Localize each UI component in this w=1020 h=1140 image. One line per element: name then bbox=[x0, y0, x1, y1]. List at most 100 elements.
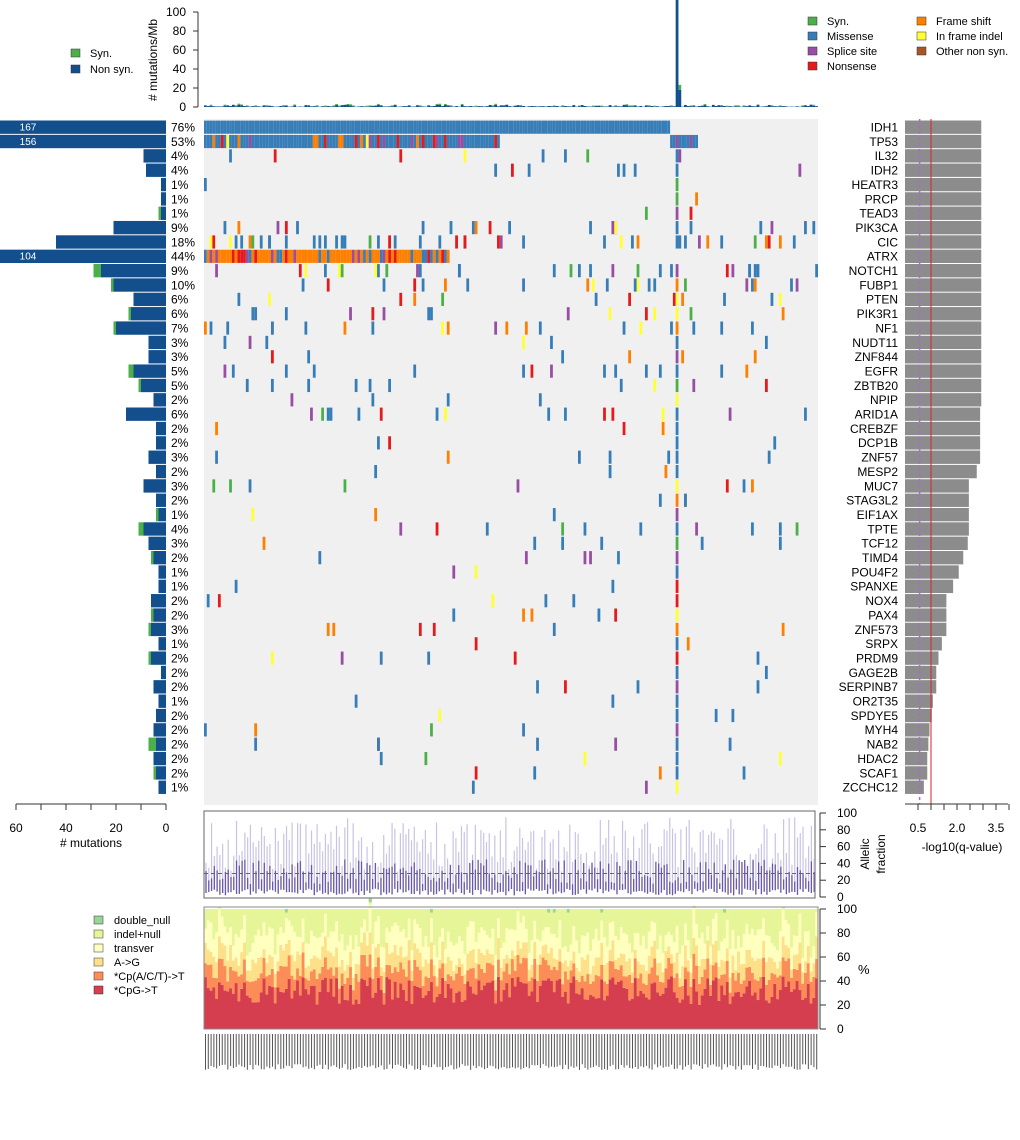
mutation-cell bbox=[647, 120, 651, 134]
mutation-cell bbox=[466, 120, 470, 134]
spectrum-segment bbox=[332, 996, 336, 1029]
sample-label bbox=[258, 1034, 260, 1066]
spectrum-segment bbox=[427, 990, 431, 1029]
q-value-bar bbox=[905, 536, 968, 550]
spectrum-segment bbox=[382, 909, 386, 948]
q-value-bar bbox=[905, 651, 939, 665]
spectrum-segment bbox=[614, 968, 618, 985]
spectrum-segment bbox=[427, 947, 431, 964]
mutation-cell bbox=[248, 235, 252, 249]
spectrum-segment bbox=[251, 1002, 255, 1029]
rate-bar bbox=[310, 106, 313, 107]
mutation-cell bbox=[393, 120, 397, 134]
nonsyn-count-bar bbox=[0, 134, 166, 149]
spectrum-segment bbox=[257, 978, 261, 1003]
spectrum-segment bbox=[745, 949, 749, 968]
spectrum-segment bbox=[536, 939, 540, 965]
mutation-cell bbox=[340, 651, 344, 665]
spectrum-segment bbox=[379, 909, 384, 947]
sample-label bbox=[260, 1034, 262, 1070]
spectrum-segment bbox=[524, 909, 529, 929]
q-value-bar bbox=[905, 149, 982, 163]
spectrum-segment bbox=[723, 912, 727, 939]
nonsyn-count-bar bbox=[133, 364, 166, 378]
spectrum-segment bbox=[589, 995, 593, 1029]
gene-percent-label: 1% bbox=[171, 580, 189, 594]
mutation-cell bbox=[536, 737, 539, 751]
gene-name-label: NOX4 bbox=[865, 594, 898, 608]
rate-bar bbox=[357, 106, 361, 107]
mutation-cell bbox=[318, 120, 322, 134]
spectrum-segment bbox=[421, 909, 425, 947]
mutation-cell bbox=[382, 120, 386, 134]
mutation-cell bbox=[290, 134, 294, 149]
mutation-cell bbox=[321, 407, 325, 421]
spectrum-segment bbox=[656, 909, 660, 950]
mutation-cell bbox=[393, 134, 397, 149]
spectrum-segment bbox=[393, 967, 397, 982]
spectrum-segment bbox=[310, 909, 314, 931]
mutation-cell bbox=[424, 120, 428, 134]
sample-label bbox=[512, 1034, 513, 1068]
gene-name-label: PIK3R1 bbox=[857, 307, 899, 321]
rate-bar bbox=[764, 106, 768, 107]
spectrum-segment bbox=[402, 989, 406, 1029]
mutation-cell bbox=[304, 321, 308, 335]
spectrum-segment bbox=[533, 920, 537, 942]
rate-bar bbox=[541, 106, 545, 107]
mutation-cell bbox=[284, 249, 288, 263]
mutation-cell bbox=[675, 651, 679, 665]
mutation-cell bbox=[644, 780, 648, 794]
spectrum-segment bbox=[650, 967, 654, 984]
gene-name-label: EIF1AX bbox=[857, 508, 898, 522]
mutation-cell bbox=[583, 551, 587, 565]
spectrum-segment bbox=[555, 970, 559, 981]
rate-bar bbox=[382, 106, 386, 107]
spectrum-segment bbox=[725, 948, 730, 961]
spectrum-segment bbox=[393, 922, 397, 945]
spectrum-segment bbox=[457, 958, 462, 968]
spectrum-segment bbox=[284, 988, 289, 1029]
mutation-cell bbox=[332, 249, 336, 263]
mutation-cell bbox=[522, 278, 525, 292]
mutation-cell bbox=[522, 120, 525, 134]
rate-bar bbox=[742, 106, 746, 107]
rate-bar bbox=[284, 105, 288, 107]
spectrum-segment bbox=[463, 1000, 467, 1029]
spectrum-segment bbox=[212, 977, 216, 988]
nonsyn-count-bar bbox=[161, 192, 166, 206]
mutation-cell bbox=[684, 493, 687, 507]
spectrum-segment bbox=[270, 968, 275, 988]
nonsyn-count-bar bbox=[143, 479, 166, 493]
rate-bar-syn bbox=[631, 105, 634, 107]
spectrum-segment bbox=[511, 929, 515, 951]
mutation-matrix bbox=[204, 120, 818, 794]
spectrum-segment bbox=[477, 980, 481, 1029]
spectrum-segment bbox=[337, 909, 342, 942]
spectrum-segment bbox=[449, 988, 453, 1029]
mutation-cell bbox=[240, 120, 244, 134]
spectrum-segment bbox=[287, 939, 291, 956]
spectrum-segment bbox=[379, 989, 384, 1029]
mutation-cell bbox=[340, 249, 344, 263]
mutation-cell bbox=[751, 278, 754, 292]
gene-name-label: MESP2 bbox=[857, 465, 898, 479]
spectrum-segment bbox=[558, 920, 562, 949]
sample-label bbox=[397, 1034, 399, 1065]
spectrum-segment bbox=[471, 968, 476, 994]
rate-bar-syn bbox=[491, 105, 495, 107]
spectrum-segment bbox=[410, 1003, 414, 1029]
spectrum-segment bbox=[390, 909, 395, 927]
mutation-cell bbox=[653, 307, 657, 321]
mutation-cell bbox=[284, 120, 288, 134]
gene-percent-label: 2% bbox=[171, 608, 189, 622]
mutation-cell bbox=[444, 407, 447, 421]
spectrum-segment bbox=[312, 909, 317, 937]
mutation-cell bbox=[622, 163, 626, 177]
spectrum-segment bbox=[293, 909, 297, 932]
rate-bar bbox=[801, 106, 805, 107]
spectrum-segment bbox=[594, 957, 598, 976]
nonsyn-count-bar bbox=[146, 163, 166, 177]
mutation-cell bbox=[728, 737, 732, 751]
gene-percent-label: 2% bbox=[171, 666, 189, 680]
